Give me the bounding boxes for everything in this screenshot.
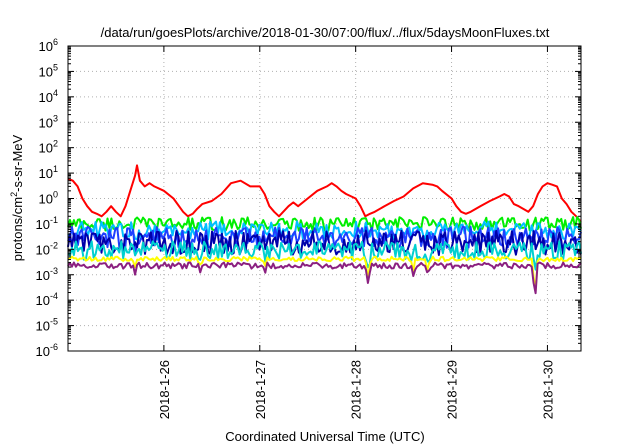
- x-tick-label: 2018-1-30: [540, 360, 555, 419]
- y-tick-label: 101: [39, 164, 58, 181]
- x-tick-label: 2018-1-28: [349, 360, 364, 419]
- chart-title: /data/run/goesPlots/archive/2018-01-30/0…: [101, 25, 550, 40]
- series-line: [67, 240, 582, 271]
- series-line: [67, 229, 582, 256]
- y-axis-label-rest: -s-sr-MeV: [10, 134, 25, 191]
- y-tick-label: 103: [39, 113, 58, 130]
- y-tick-label: 106: [39, 37, 58, 54]
- x-axis: 2018-1-26 2018-1-27 2018-1-28 2018-1-29 2018…: [157, 46, 555, 419]
- grid-lines: [68, 46, 581, 351]
- x-tick-label: 2018-1-29: [445, 360, 460, 419]
- y-tick-label: 104: [39, 88, 58, 105]
- y-tick-label: 10-2: [36, 240, 58, 257]
- x-axis-label: Coordinated Universal Time (UTC): [225, 429, 424, 444]
- y-axis-label-main: protons/cm: [10, 197, 25, 261]
- y-tick-label: 10-3: [36, 266, 58, 283]
- y-axis-label: protons/cm2-s-sr-MeV: [9, 134, 25, 261]
- x-tick-label: 2018-1-27: [253, 360, 268, 419]
- y-axis-label-exponent: 2: [9, 192, 19, 197]
- y-tick-label: 105: [39, 62, 58, 79]
- y-axis: 10-6 10-5 10-4 10-3 10-2 10-1 100 101 102 103 104 1…: [36, 37, 581, 359]
- series-line: [67, 255, 582, 292]
- y-tick-label: 100: [39, 190, 58, 207]
- series-lines: [67, 164, 582, 295]
- y-tick-label: 102: [39, 139, 58, 156]
- series-line: [67, 261, 582, 295]
- y-tick-label: 10-5: [36, 317, 58, 334]
- x-tick-label: 2018-1-26: [157, 360, 172, 419]
- series-line: [67, 164, 582, 223]
- y-tick-label: 10-6: [36, 342, 58, 359]
- y-tick-label: 10-1: [36, 215, 58, 232]
- y-tick-label: 10-4: [36, 291, 58, 308]
